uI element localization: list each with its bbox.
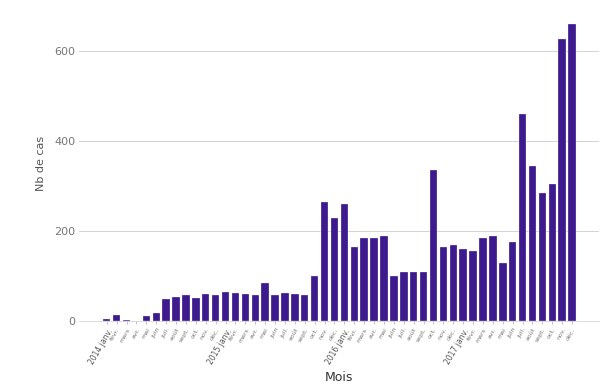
Bar — [489, 236, 497, 321]
Bar — [272, 295, 279, 321]
Bar — [538, 193, 546, 321]
Bar — [350, 247, 358, 321]
Bar — [252, 295, 259, 321]
Bar — [212, 295, 220, 321]
Bar — [361, 238, 368, 321]
Bar — [152, 313, 160, 321]
Bar — [143, 316, 150, 321]
Bar — [261, 283, 269, 321]
Bar — [450, 245, 457, 321]
Bar — [123, 320, 130, 321]
Bar — [459, 249, 467, 321]
Bar — [400, 272, 408, 321]
Bar — [281, 293, 289, 321]
Y-axis label: Nb de cas: Nb de cas — [36, 136, 46, 191]
Bar — [291, 294, 299, 321]
Bar — [232, 293, 239, 321]
Bar — [529, 166, 536, 321]
Bar — [163, 299, 170, 321]
Bar — [390, 276, 397, 321]
Bar — [499, 263, 506, 321]
Bar — [430, 170, 437, 321]
Bar — [381, 236, 388, 321]
Bar — [202, 294, 209, 321]
Bar — [410, 272, 417, 321]
X-axis label: Mois: Mois — [325, 371, 354, 385]
Bar — [103, 319, 111, 321]
Bar — [241, 294, 249, 321]
Bar — [311, 276, 318, 321]
Bar — [440, 247, 447, 321]
Bar — [370, 238, 378, 321]
Bar — [558, 39, 566, 321]
Bar — [549, 184, 556, 321]
Bar — [182, 295, 190, 321]
Bar — [172, 296, 180, 321]
Bar — [192, 298, 200, 321]
Bar — [509, 243, 517, 321]
Bar — [469, 252, 477, 321]
Bar — [420, 272, 427, 321]
Bar — [479, 238, 486, 321]
Bar — [568, 24, 576, 321]
Bar — [301, 295, 309, 321]
Bar — [519, 114, 526, 321]
Bar — [321, 202, 329, 321]
Bar — [331, 218, 338, 321]
Bar — [113, 315, 120, 321]
Bar — [341, 204, 348, 321]
Bar — [222, 292, 229, 321]
